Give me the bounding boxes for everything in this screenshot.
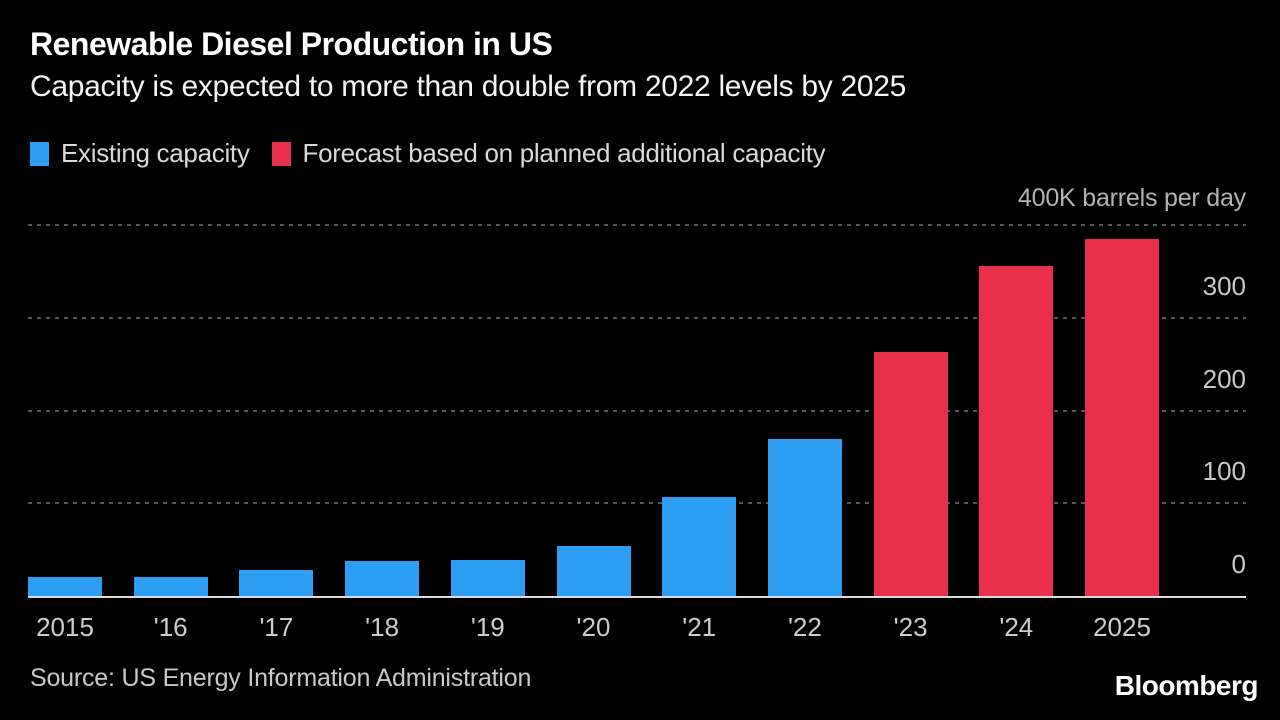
- y-tick-label-300: 300: [1202, 270, 1246, 301]
- x-tick-label-2015: 2015: [36, 612, 94, 642]
- bar-2015: [28, 577, 102, 596]
- gridline-400: [28, 224, 1246, 226]
- bar-'24: [979, 265, 1054, 596]
- y-tick-label-100: 100: [1202, 456, 1246, 487]
- legend-item-existing: Existing capacity: [30, 138, 250, 169]
- bar-'18: [345, 560, 420, 596]
- footer: Source: US Energy Information Administra…: [30, 664, 1259, 702]
- chart-title: Renewable Diesel Production in US: [30, 26, 553, 62]
- x-axis: 2015 '16 '17 '18 '19 '20 '21 '22 '23 '24 2025: [28, 612, 1246, 642]
- gridline-300: [28, 316, 1246, 319]
- source-note: Source: US Energy Information Administra…: [30, 664, 532, 692]
- gridline-200: [28, 409, 1246, 412]
- bar-'16: [133, 577, 208, 596]
- legend-label-forecast: Forecast based on planned additional cap…: [302, 138, 826, 168]
- chart-subtitle: Capacity is expected to more than double…: [30, 70, 907, 103]
- x-tick-label-'17: '17: [259, 612, 294, 642]
- bar-'23: [873, 352, 948, 596]
- bloomberg-logo: Bloomberg: [1114, 670, 1259, 701]
- bar-'21: [662, 496, 737, 596]
- y-tick-label-0: 0: [1231, 549, 1246, 579]
- y-axis-unit-label: 400K barrels per day: [1017, 184, 1246, 212]
- bar-'17: [239, 570, 314, 596]
- legend-label-existing: Existing capacity: [61, 138, 250, 168]
- legend-swatch-existing-icon: [30, 141, 49, 166]
- x-tick-label-'20: '20: [576, 612, 611, 642]
- bar-2025: [1085, 238, 1159, 596]
- legend-swatch-forecast-icon: [271, 141, 291, 166]
- legend-item-forecast: Forecast based on planned additional cap…: [271, 138, 826, 169]
- x-tick-label-'19: '19: [470, 612, 505, 642]
- plot-area: 0 100 200 300: [28, 224, 1246, 598]
- x-tick-label-'18: '18: [365, 612, 400, 642]
- x-tick-label-'21: '21: [682, 612, 717, 642]
- bar-'19: [450, 559, 525, 596]
- x-tick-label-2025: 2025: [1093, 612, 1151, 642]
- y-tick-label-200: 200: [1202, 363, 1246, 394]
- x-tick-label-'16: '16: [153, 612, 188, 642]
- x-tick-label-'22: '22: [787, 612, 822, 642]
- x-tick-label-'23: '23: [893, 612, 928, 642]
- bar-'20: [556, 545, 631, 596]
- bar-'22: [767, 439, 842, 596]
- x-tick-label-'24: '24: [999, 612, 1034, 642]
- legend: Existing capacity Forecast based on plan…: [30, 138, 826, 169]
- gridline-100: [28, 502, 1246, 505]
